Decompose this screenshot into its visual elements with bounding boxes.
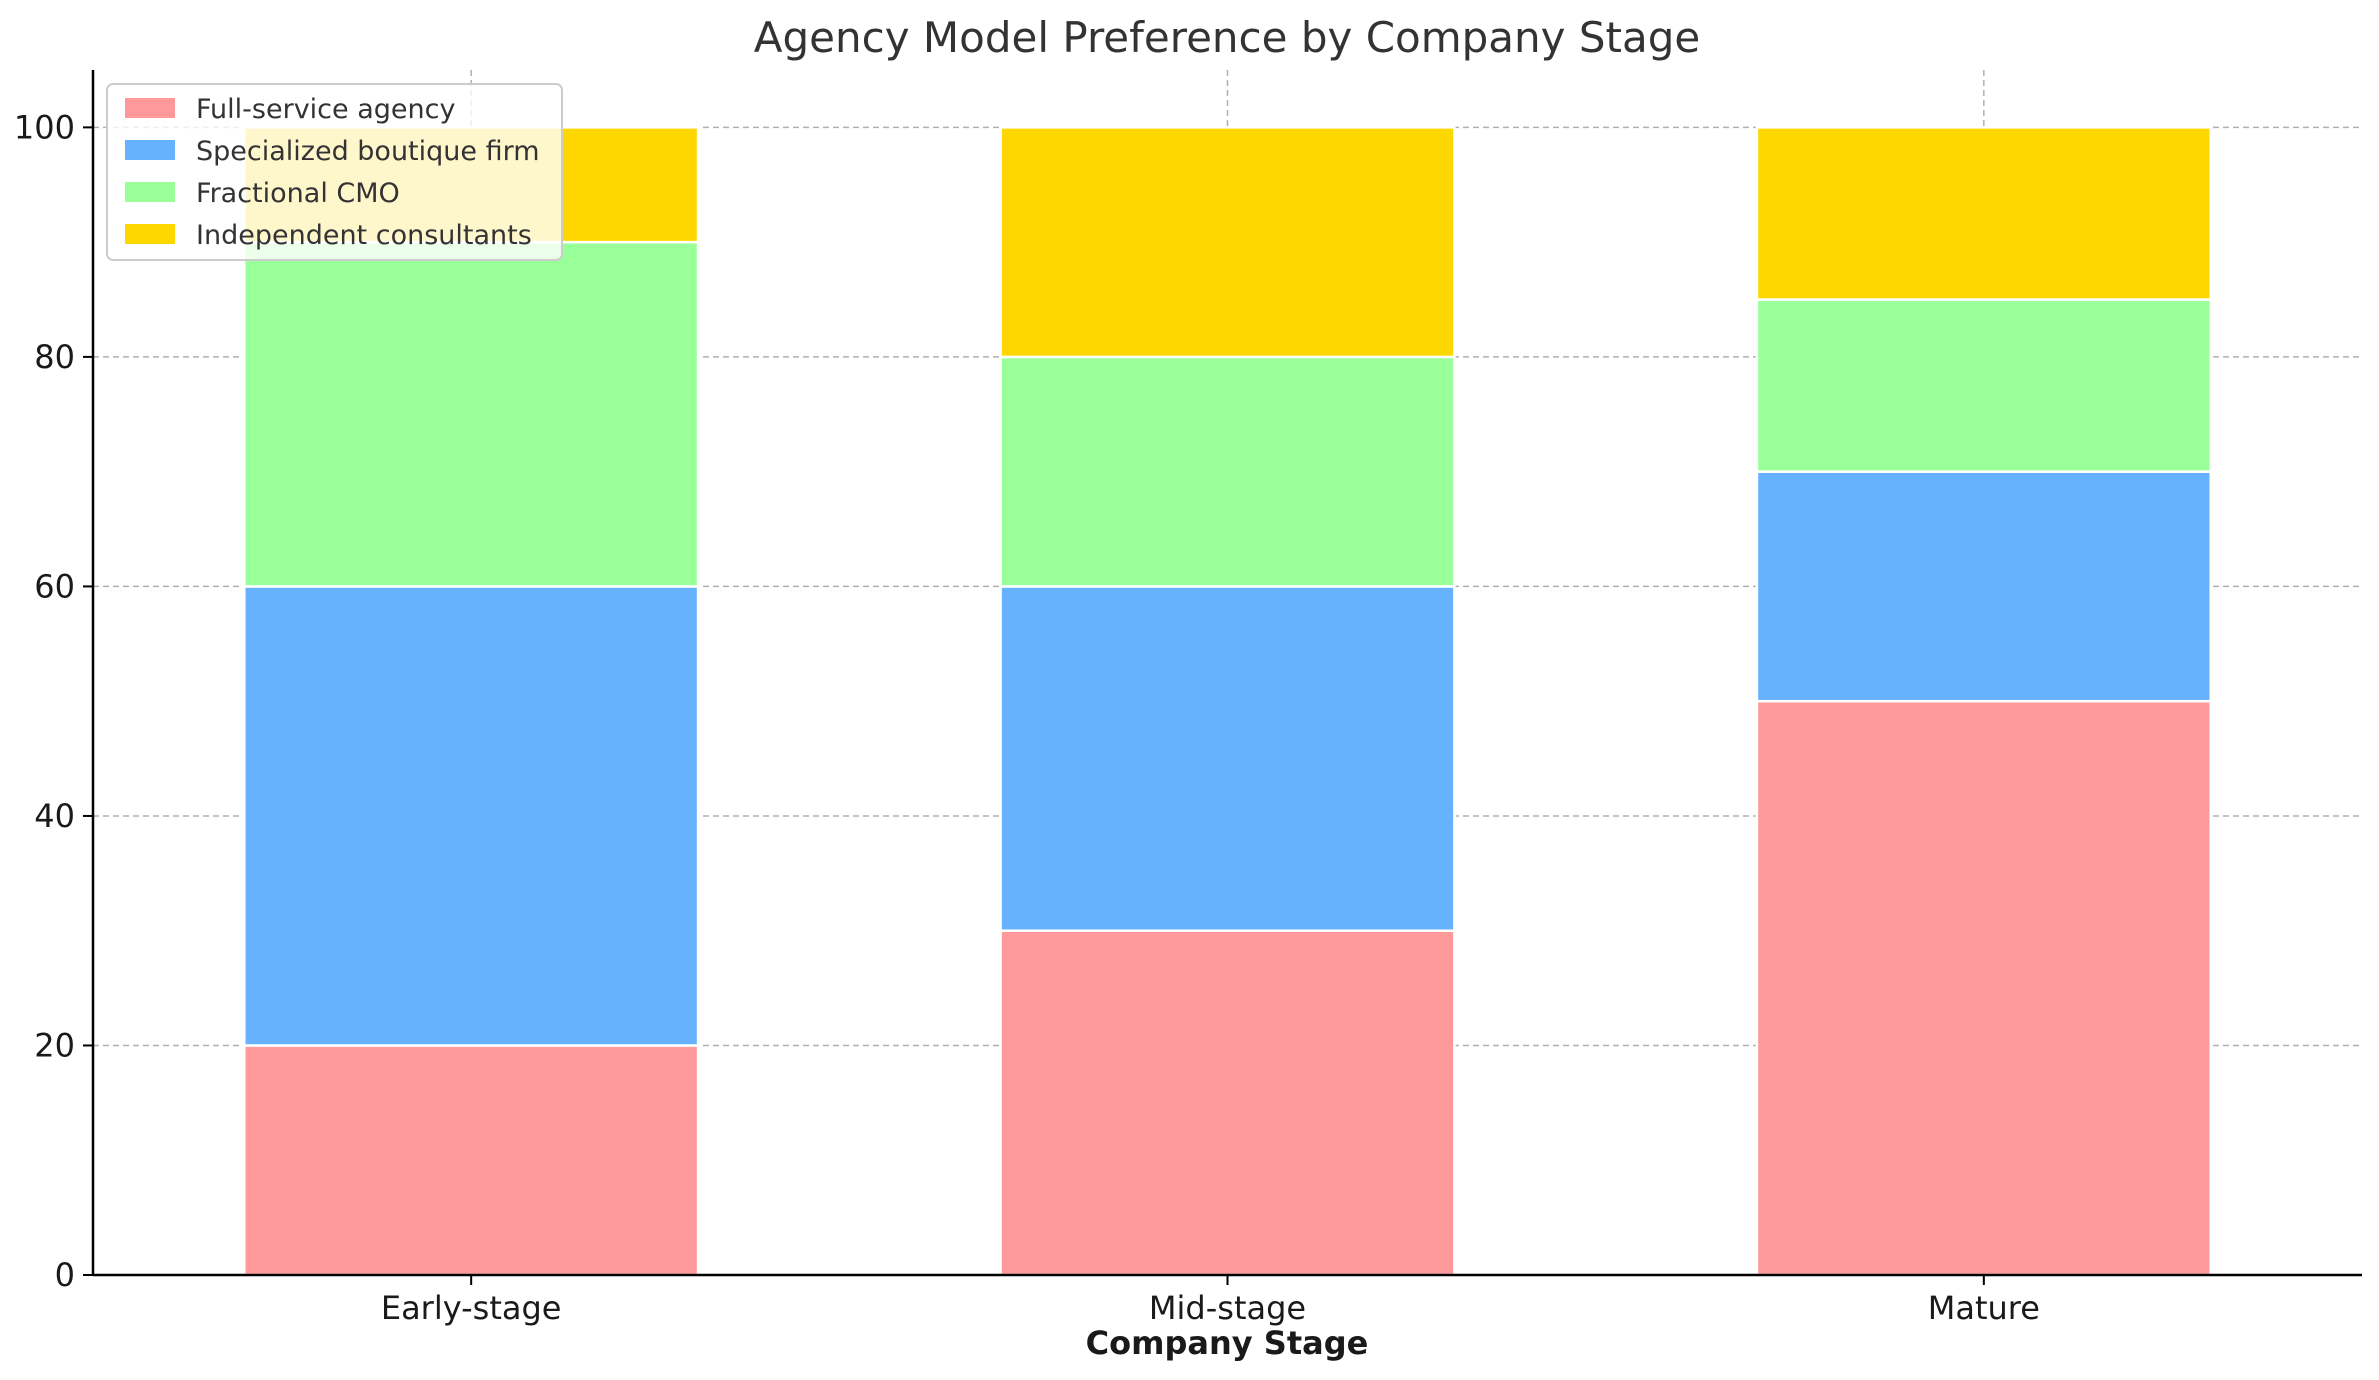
bar-segment bbox=[1755, 126, 2212, 301]
bar-segment bbox=[999, 126, 1456, 359]
bar-segment bbox=[243, 1044, 700, 1277]
chart-title: Agency Model Preference by Company Stage bbox=[754, 13, 1700, 62]
x-tick-label: Early-stage bbox=[381, 1289, 562, 1327]
bar-segment bbox=[999, 929, 1456, 1277]
y-tick-label: 20 bbox=[34, 1026, 75, 1064]
legend-swatch bbox=[125, 140, 175, 160]
bar-segment bbox=[1755, 470, 2212, 703]
bar-segment bbox=[243, 240, 700, 588]
bar-segment bbox=[999, 585, 1456, 932]
y-tick-label: 60 bbox=[34, 567, 75, 605]
bar-segment bbox=[999, 355, 1456, 588]
bar-segment bbox=[1755, 699, 2212, 1277]
y-tick-label: 100 bbox=[14, 108, 75, 146]
bar-segment bbox=[243, 585, 700, 1047]
legend-frame bbox=[106, 83, 563, 261]
legend-swatch bbox=[125, 182, 175, 202]
legend-swatch bbox=[125, 98, 175, 118]
legend: Full-service agency Specialized boutique … bbox=[106, 83, 563, 261]
legend-label: Specialized boutique firm bbox=[196, 136, 540, 167]
y-tick-label: 80 bbox=[34, 338, 75, 376]
bar-segment bbox=[1755, 298, 2212, 473]
legend-label: Independent consultants bbox=[196, 220, 532, 251]
legend-swatch bbox=[125, 224, 175, 244]
x-axis-title: Company Stage bbox=[1086, 1324, 1369, 1362]
legend-label: Full-service agency bbox=[196, 94, 455, 125]
x-tick-label: Mid-stage bbox=[1149, 1289, 1306, 1327]
legend-label: Fractional CMO bbox=[196, 178, 400, 209]
x-tick-label: Mature bbox=[1928, 1289, 2040, 1327]
bars-layer bbox=[243, 126, 2212, 1277]
y-tick-label: 0 bbox=[55, 1256, 75, 1294]
ticks-layer: 0 20 40 60 80 100 Early-stage Mid-stage Mature bbox=[14, 108, 2040, 1327]
y-tick-label: 40 bbox=[34, 797, 75, 835]
